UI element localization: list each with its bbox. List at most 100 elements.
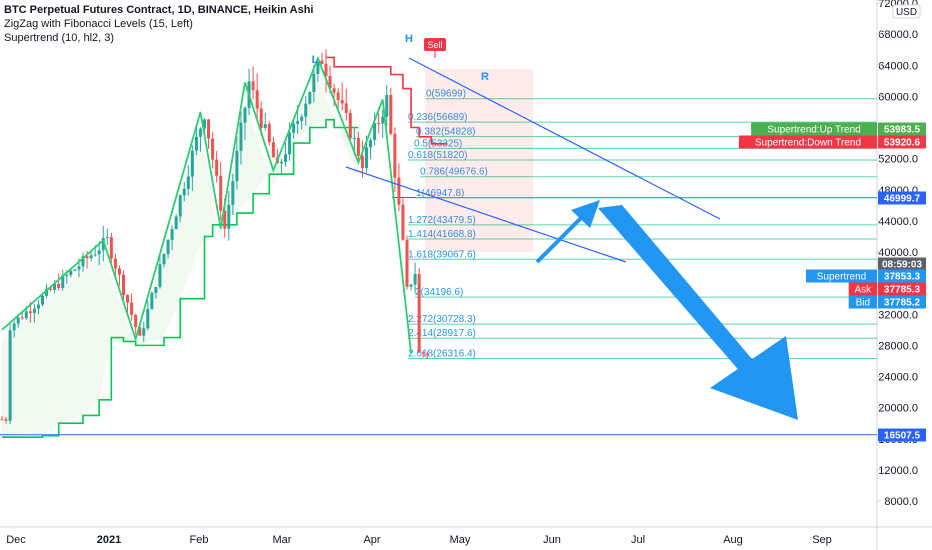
x-tick-label: Dec — [6, 534, 26, 546]
supertrend-up-line[interactable] — [2, 118, 359, 438]
currency-badge[interactable] — [892, 4, 921, 19]
candle-body — [227, 204, 231, 229]
supertrend-fill — [2, 78, 359, 438]
projection-arrows[interactable] — [535, 200, 798, 420]
fib-label: 0.786(49676.6) — [420, 167, 488, 178]
candle-body — [332, 88, 336, 93]
sell-signal-badge[interactable] — [424, 38, 446, 51]
candle-body — [263, 124, 267, 128]
candle-body — [207, 119, 211, 139]
candle-body — [158, 264, 162, 288]
y-tick-label: 44000.0 — [878, 216, 918, 228]
fib-label: 0.618(51820) — [408, 150, 468, 161]
price-label-name: Supertrend:Up Trend — [767, 125, 860, 136]
candle-body — [77, 266, 81, 270]
candle-body — [397, 177, 401, 205]
candle-body — [97, 250, 101, 255]
candle-body — [134, 314, 138, 328]
candle-body — [389, 94, 393, 134]
candle-body — [308, 92, 312, 104]
candle-body — [231, 181, 235, 205]
candle-body — [150, 293, 154, 310]
candle-body — [57, 283, 61, 288]
candle-body — [93, 254, 97, 256]
y-tick-label: 68000.0 — [878, 29, 918, 41]
price-label-name: Supertrend:Down Trend — [755, 138, 861, 149]
fib-label: 1(46947.8) — [416, 188, 464, 199]
y-tick-label: 12000.0 — [878, 465, 918, 477]
arrow-down-shaft — [598, 205, 768, 390]
zigzag-line[interactable] — [1, 55, 412, 354]
fib-label: 1.618(39067.6) — [408, 249, 476, 260]
candle-body — [421, 352, 425, 354]
y-tick-label: 8000.0 — [884, 496, 918, 508]
price-label-value-bg — [878, 122, 926, 136]
candle-body — [113, 258, 117, 269]
candle-body — [405, 239, 409, 287]
candle-body — [105, 237, 109, 239]
candle-body — [352, 137, 356, 139]
candle-body — [73, 269, 77, 271]
candle-body — [170, 229, 174, 240]
candle-body — [304, 103, 308, 117]
price-label-value: 08:59:03 — [882, 260, 922, 271]
trendline[interactable] — [408, 57, 721, 220]
candle-body — [12, 323, 16, 331]
candle-body — [182, 188, 186, 196]
candle-body — [198, 128, 202, 137]
candle-body — [53, 283, 57, 290]
candle-body — [255, 90, 259, 109]
candle-body — [381, 116, 385, 124]
candle-body — [219, 175, 223, 211]
x-tick-label: Feb — [190, 534, 209, 546]
fib-label: 2.414(28917.6) — [408, 328, 476, 339]
downtrend-zone — [425, 69, 533, 252]
price-label-value: 53983.5 — [884, 125, 921, 136]
candle-body — [101, 237, 105, 251]
x-tick-label: Jun — [543, 534, 561, 546]
candle-body — [300, 116, 304, 121]
candle-body — [385, 94, 389, 117]
legend-indicator-zigzag: ZigZag with Fibonacci Levels (15, Left) — [4, 18, 193, 30]
candle-body — [186, 176, 190, 189]
y-tick-label: 24000.0 — [878, 372, 918, 384]
candle-body — [425, 353, 429, 355]
fib-label: 1.272(43479.5) — [408, 215, 476, 226]
candle-body — [401, 204, 405, 240]
x-tick-label: Sep — [812, 534, 832, 546]
y-tick-label: 20000.0 — [878, 403, 918, 415]
y-tick-label: 32000.0 — [878, 309, 918, 321]
candle-body — [296, 120, 300, 124]
candle-body — [28, 311, 32, 313]
candle-body — [340, 100, 344, 104]
price-label-value-bg — [878, 295, 926, 309]
currency-label: USD — [896, 7, 917, 18]
candle-body — [328, 76, 332, 89]
candle-body — [365, 147, 368, 168]
trendline[interactable] — [345, 166, 627, 263]
price-label-value: 16507.5 — [884, 431, 921, 442]
price-label-name: Ask — [855, 285, 873, 296]
candle-body — [81, 256, 85, 267]
candles[interactable] — [0, 49, 429, 425]
price-label-name-bg — [751, 122, 877, 136]
legend: BTC Perpetual Futures Contract, 1D, BINA… — [4, 3, 313, 45]
price-label-value: 37785.3 — [884, 285, 921, 296]
price-labels[interactable]: Supertrend:Up Trend 53983.5 Supertrend:Dow… — [738, 122, 926, 442]
candle-body — [348, 112, 352, 139]
supertrend-down-line[interactable] — [326, 56, 448, 145]
x-axis[interactable]: Dec 2021 Feb Mar Apr May Jun Jul Aug Sep — [6, 534, 832, 546]
arrow-down-head — [710, 336, 798, 420]
plot-area[interactable] — [0, 0, 877, 527]
candle-body — [215, 159, 219, 176]
y-tick-label: 60000.0 — [878, 91, 918, 103]
price-label-value-bg — [878, 135, 926, 149]
zigzag-pivot-label: L — [312, 54, 319, 66]
candle-body — [126, 295, 130, 303]
sell-signal-label: Sell — [427, 40, 442, 50]
price-label-value-bg — [878, 282, 926, 296]
candle-body — [356, 137, 360, 156]
candle-body — [65, 274, 69, 276]
